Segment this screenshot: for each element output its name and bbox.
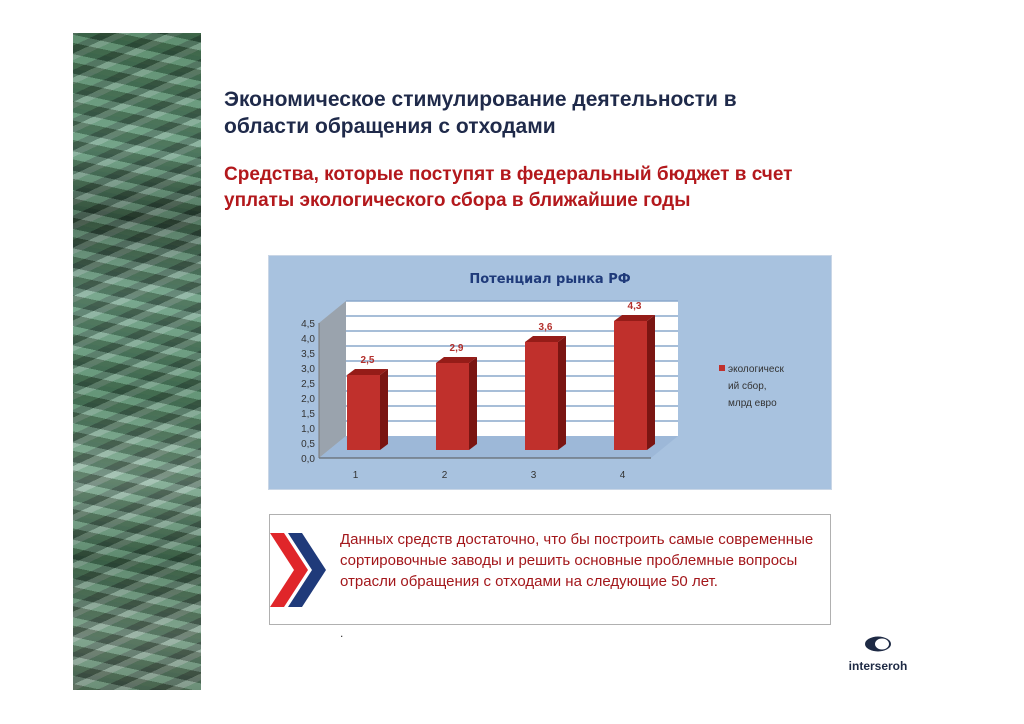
bar-side <box>380 369 388 450</box>
y-tick-label: 0,0 <box>301 454 315 465</box>
bar-top <box>436 357 477 363</box>
bar-front <box>347 375 380 450</box>
logo-mark-icon <box>865 636 891 652</box>
stray-dot: . <box>340 626 344 640</box>
data-label: 4,3 <box>628 301 642 312</box>
bar-side <box>647 315 655 450</box>
y-tick-label: 3,0 <box>301 364 315 375</box>
bar-front <box>436 363 469 450</box>
data-label: 2,5 <box>361 355 375 366</box>
interseroh-logo: interseroh <box>838 636 918 673</box>
y-tick-label: 1,5 <box>301 409 315 420</box>
floor <box>319 436 678 458</box>
note-box: Данных средств достаточно, что бы постро… <box>269 514 831 625</box>
legend-swatch <box>719 365 725 371</box>
bar-side <box>558 336 566 450</box>
legend-label: ий сбор, <box>728 380 767 392</box>
bar-front <box>525 342 558 450</box>
bar-top <box>614 315 655 321</box>
y-tick-label: 0,5 <box>301 439 315 450</box>
note-text: Данных средств достаточно, что бы постро… <box>340 531 814 590</box>
x-tick-label: 2 <box>442 470 448 481</box>
y-tick-label: 4,0 <box>301 334 315 345</box>
bar-side <box>469 357 477 450</box>
title-line: Экономическое стимулирование деятельност… <box>224 88 737 111</box>
legend-label: млрд евро <box>728 398 777 409</box>
y-tick-label: 4,5 <box>301 319 315 330</box>
logo-text: interseroh <box>848 659 908 673</box>
data-label: 3,6 <box>539 322 553 333</box>
chart-svg: Потенциал рынка РФ 0,0 0,5 1,0 1,5 2,0 2,5 3,0 3… <box>301 272 784 481</box>
chevron-icon <box>270 533 326 607</box>
title-line: области обращения с отходами <box>224 115 556 138</box>
bar-chart: Потенциал рынка РФ 0,0 0,5 1,0 1,5 2,0 2,5 3,0 3… <box>268 255 832 490</box>
x-tick-label: 4 <box>620 470 626 481</box>
bar-front <box>614 321 647 450</box>
data-label: 2,9 <box>450 343 464 354</box>
bar-top <box>347 369 388 375</box>
chart-title: Потенциал рынка РФ <box>469 272 630 287</box>
side-wall <box>319 301 346 458</box>
waste-bales-photo <box>73 33 201 690</box>
y-tick-label: 1,0 <box>301 424 315 435</box>
subtitle-line: уплаты экологического сбора в ближайшие … <box>224 190 691 211</box>
x-tick-label: 3 <box>531 470 537 481</box>
subtitle-line: Средства, которые поступят в федеральный… <box>224 164 793 185</box>
slide-title: Экономическое стимулирование деятельност… <box>224 86 737 140</box>
bar-top <box>525 336 566 342</box>
slide-subtitle: Средства, которые поступят в федеральный… <box>224 162 792 214</box>
y-tick-label: 2,0 <box>301 394 315 405</box>
legend-label: экологическ <box>728 364 784 375</box>
x-tick-label: 1 <box>353 470 359 481</box>
y-tick-label: 2,5 <box>301 379 315 390</box>
y-tick-label: 3,5 <box>301 349 315 360</box>
